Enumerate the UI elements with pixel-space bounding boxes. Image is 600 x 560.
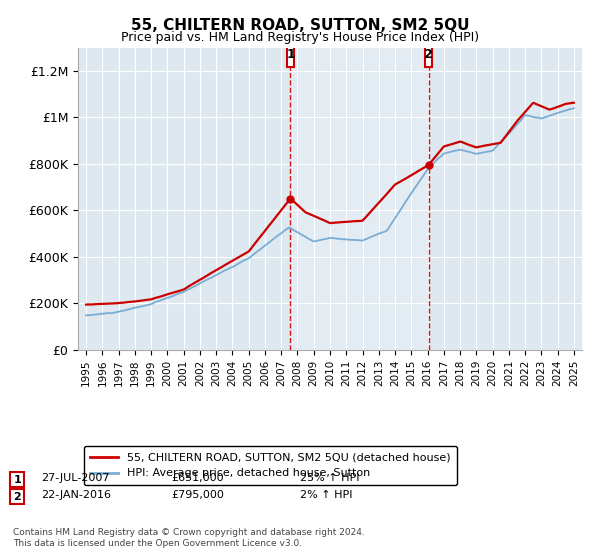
Text: £651,000: £651,000 [171, 473, 224, 483]
Text: 2: 2 [13, 492, 21, 502]
Text: 1: 1 [13, 475, 21, 485]
Bar [290, 48, 428, 350]
Text: 27-JUL-2007: 27-JUL-2007 [41, 473, 109, 483]
Text: 2% ↑ HPI: 2% ↑ HPI [300, 489, 353, 500]
Text: 22-JAN-2016: 22-JAN-2016 [41, 489, 111, 500]
Text: 1: 1 [286, 48, 295, 61]
FancyBboxPatch shape [425, 42, 432, 67]
Text: Contains HM Land Registry data © Crown copyright and database right 2024.
This d: Contains HM Land Registry data © Crown c… [13, 528, 365, 548]
FancyBboxPatch shape [287, 42, 294, 67]
Text: Price paid vs. HM Land Registry's House Price Index (HPI): Price paid vs. HM Land Registry's House … [121, 31, 479, 44]
Text: £795,000: £795,000 [171, 489, 224, 500]
Text: 2: 2 [424, 48, 433, 61]
Text: 25% ↑ HPI: 25% ↑ HPI [300, 473, 359, 483]
Text: 55, CHILTERN ROAD, SUTTON, SM2 5QU: 55, CHILTERN ROAD, SUTTON, SM2 5QU [131, 18, 469, 33]
Legend: 55, CHILTERN ROAD, SUTTON, SM2 5QU (detached house), HPI: Average price, detache: 55, CHILTERN ROAD, SUTTON, SM2 5QU (deta… [83, 446, 457, 485]
